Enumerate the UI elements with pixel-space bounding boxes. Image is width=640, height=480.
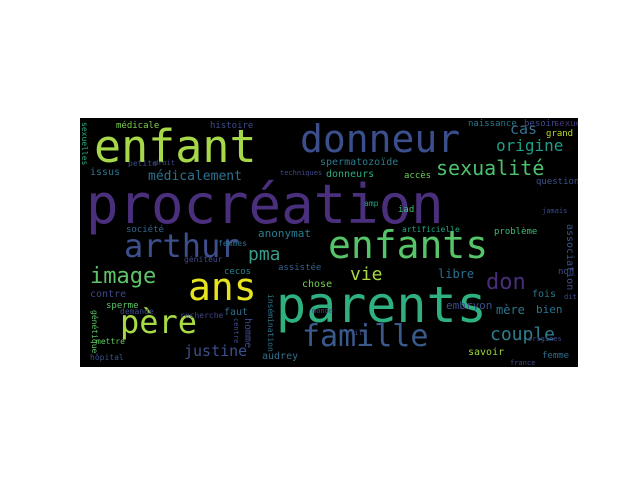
word-demande: demande [120,307,154,316]
word-couple: couple [490,324,556,345]
word-issus: issus [90,167,121,178]
word-enfants: enfants [328,223,489,267]
word-hopital: hôpital [90,353,124,362]
word-fils: fils [350,329,367,337]
word-monde: monde [312,307,334,315]
word-sperme: sperme [106,301,139,311]
word-cloud: procréation enfant donneur parents enfan… [80,118,578,367]
word-droit: droit [154,159,176,167]
word-bien: bien [536,303,563,316]
word-chose: chose [302,279,333,290]
word-iad: iad [398,205,415,215]
word-besoin: besoin [524,119,557,129]
word-societe: société [126,225,164,235]
word-medicale: médicale [116,121,160,131]
word-artificielle: artificielle [402,225,460,234]
word-france: france [510,359,536,367]
word-assistee: assistée [278,263,322,273]
word-petite: petite [128,159,157,168]
word-geniteur: géniteur [184,255,223,264]
word-audrey: audrey [262,351,299,362]
word-arthur: arthur [124,227,240,265]
word-contre: contre [90,289,127,300]
word-histoire: histoire [210,121,254,131]
word-justine: justine [184,342,248,360]
word-procreation: procréation [86,173,444,236]
word-ans: ans [188,265,257,309]
word-fois: fois [532,289,557,300]
word-homme: homme [242,318,253,349]
word-genetique: génétique [90,310,99,354]
word-dit: dit [564,293,577,301]
word-techniques: techniques [280,169,323,177]
word-savoir: savoir [468,347,505,358]
word-parents: parents [276,276,487,334]
word-jamais: jamais [542,207,568,215]
word-enfant: enfant [94,120,257,173]
word-famille: famille [302,319,429,354]
word-sexuelles: sexuelles [80,122,89,166]
word-spermatozoide: spermatozoïde [320,157,399,168]
word-vie: vie [350,264,383,285]
word-origine: origine [496,136,564,155]
word-libre: libre [438,267,475,281]
word-insemination: insémination [266,294,275,352]
word-cecos: cecos [224,267,252,277]
word-cas: cas [510,120,538,138]
word-mettre: mettre [96,337,125,346]
word-recherche: recherche [180,311,224,320]
word-image: image [90,264,157,289]
word-amp: amp [364,199,379,208]
word-pere: père [120,303,198,341]
word-non: non [558,267,575,277]
word-donneur: donneur [300,118,461,161]
word-origines: origines [528,335,562,343]
word-femme: femme [542,351,570,361]
word-naissance: naissance [468,119,517,129]
word-sexuelle: sexuelle [554,119,578,129]
word-anonymat: anonymat [258,227,311,240]
word-medicalement: médicalement [148,169,242,184]
word-donneurs: donneurs [326,169,375,180]
word-association: association [564,224,575,291]
word-probleme: problème [494,227,538,237]
word-pma: pma [248,244,281,265]
word-mere: mère [496,303,525,317]
word-grand: grand [546,129,574,139]
word-femmes: femmes [218,239,247,248]
word-centre: centre [232,318,240,344]
word-sexualite: sexualité [436,156,545,180]
word-question: question [536,177,578,187]
word-embryon: embryon [446,299,493,312]
word-faut: faut [224,307,249,318]
word-don: don [486,270,526,295]
word-acces: accès [404,171,432,181]
